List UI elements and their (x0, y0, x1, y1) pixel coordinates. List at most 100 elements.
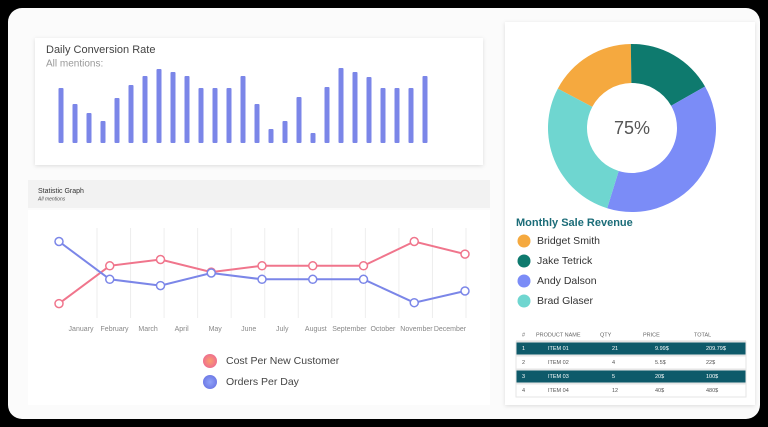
table-cell: 5.5$ (655, 360, 666, 366)
table-cell: 209.79$ (706, 346, 726, 352)
table-header: TOTAL (694, 332, 711, 338)
bar (58, 88, 64, 143)
table-header: QTY (600, 332, 612, 338)
table-row (515, 369, 747, 384)
point (206, 268, 216, 278)
table-row (515, 341, 747, 356)
x-tick-label: February (101, 326, 130, 333)
table-cell: 3 (522, 374, 525, 380)
x-tick-label: December (434, 326, 467, 333)
x-tick-label: October (370, 326, 396, 333)
table-cell: 480$ (706, 388, 718, 394)
legend-label: Orders Per Day (226, 376, 300, 388)
legend-marker (517, 274, 531, 288)
table-cell: 4 (612, 360, 615, 366)
bar (310, 133, 316, 143)
table-cell: 9.99$ (655, 346, 669, 352)
table-cell: ITEM 04 (548, 388, 569, 394)
bar (380, 88, 386, 143)
legend-marker (203, 354, 217, 368)
table-cell: ITEM 02 (548, 360, 569, 366)
bar (114, 98, 120, 143)
x-tick-label: August (305, 326, 327, 333)
bar (226, 88, 232, 143)
line-header (28, 180, 490, 208)
x-tick-label: January (69, 326, 94, 333)
x-tick-label: March (138, 326, 158, 333)
legend-label: Brad Glaser (537, 295, 594, 307)
x-tick-label: November (400, 326, 433, 333)
point (105, 261, 115, 271)
bar (408, 88, 414, 143)
table-cell: 2 (522, 360, 525, 366)
bar (394, 88, 400, 143)
bar (156, 69, 162, 143)
legend-label: Jake Tetrick (537, 255, 593, 267)
bar (212, 88, 218, 143)
bar (324, 87, 330, 143)
point (460, 249, 470, 259)
table-cell: 1 (522, 346, 525, 352)
bar (184, 76, 190, 143)
bar-card (35, 38, 483, 165)
legend-label: Bridget Smith (537, 235, 600, 247)
legend-marker (517, 234, 531, 248)
x-tick-label: June (241, 326, 256, 333)
bar (338, 68, 344, 143)
table-header: PRICE (643, 332, 660, 338)
point (358, 261, 369, 271)
point (358, 274, 369, 285)
point (460, 286, 470, 296)
table-cell: 21 (612, 346, 618, 352)
table-cell: 5 (612, 374, 615, 380)
line-title: Statistic Graph (38, 188, 84, 195)
bar (366, 77, 372, 143)
bar (100, 121, 106, 143)
x-tick-label: July (276, 326, 289, 333)
pie-center-label: 75% (614, 118, 650, 138)
point (105, 274, 115, 285)
bar (72, 104, 78, 143)
bar (198, 88, 204, 143)
table-row (515, 355, 747, 370)
point (155, 280, 166, 291)
table-header: # (522, 332, 526, 338)
point (155, 254, 166, 265)
bar (268, 129, 274, 143)
x-tick-label: April (175, 326, 189, 333)
legend-label: Cost Per New Customer (226, 355, 340, 367)
table-header: PRODUCT NAME (536, 332, 581, 338)
bar (170, 72, 176, 143)
point (409, 297, 419, 308)
point (54, 298, 64, 309)
legend-label: Andy Dalson (537, 275, 597, 287)
bar (352, 72, 358, 143)
table-cell: 40$ (655, 388, 664, 394)
bar (296, 97, 302, 143)
point (257, 261, 267, 271)
table-cell: 22$ (706, 360, 715, 366)
bar (422, 76, 428, 143)
table-cell: ITEM 01 (548, 346, 569, 352)
pie-slice (557, 44, 632, 107)
table-cell: 100$ (706, 374, 718, 380)
legend-marker (517, 294, 531, 308)
x-tick-label: September (332, 326, 367, 333)
pie-title: Monthly Sale Revenue (516, 217, 633, 229)
pie-slice (630, 43, 706, 106)
bar (86, 113, 92, 143)
bar-title: Daily Conversion Rate (46, 44, 155, 56)
bar-subtitle: All mentions: (46, 59, 103, 70)
bar (142, 76, 148, 143)
point (308, 274, 318, 285)
table-cell: ITEM 03 (548, 374, 569, 380)
point (257, 274, 267, 285)
x-tick-label: May (209, 326, 223, 333)
table-cell: 4 (522, 388, 525, 394)
point (54, 236, 64, 247)
bar (240, 76, 246, 143)
pie-slice (607, 86, 717, 212)
point (409, 236, 419, 247)
